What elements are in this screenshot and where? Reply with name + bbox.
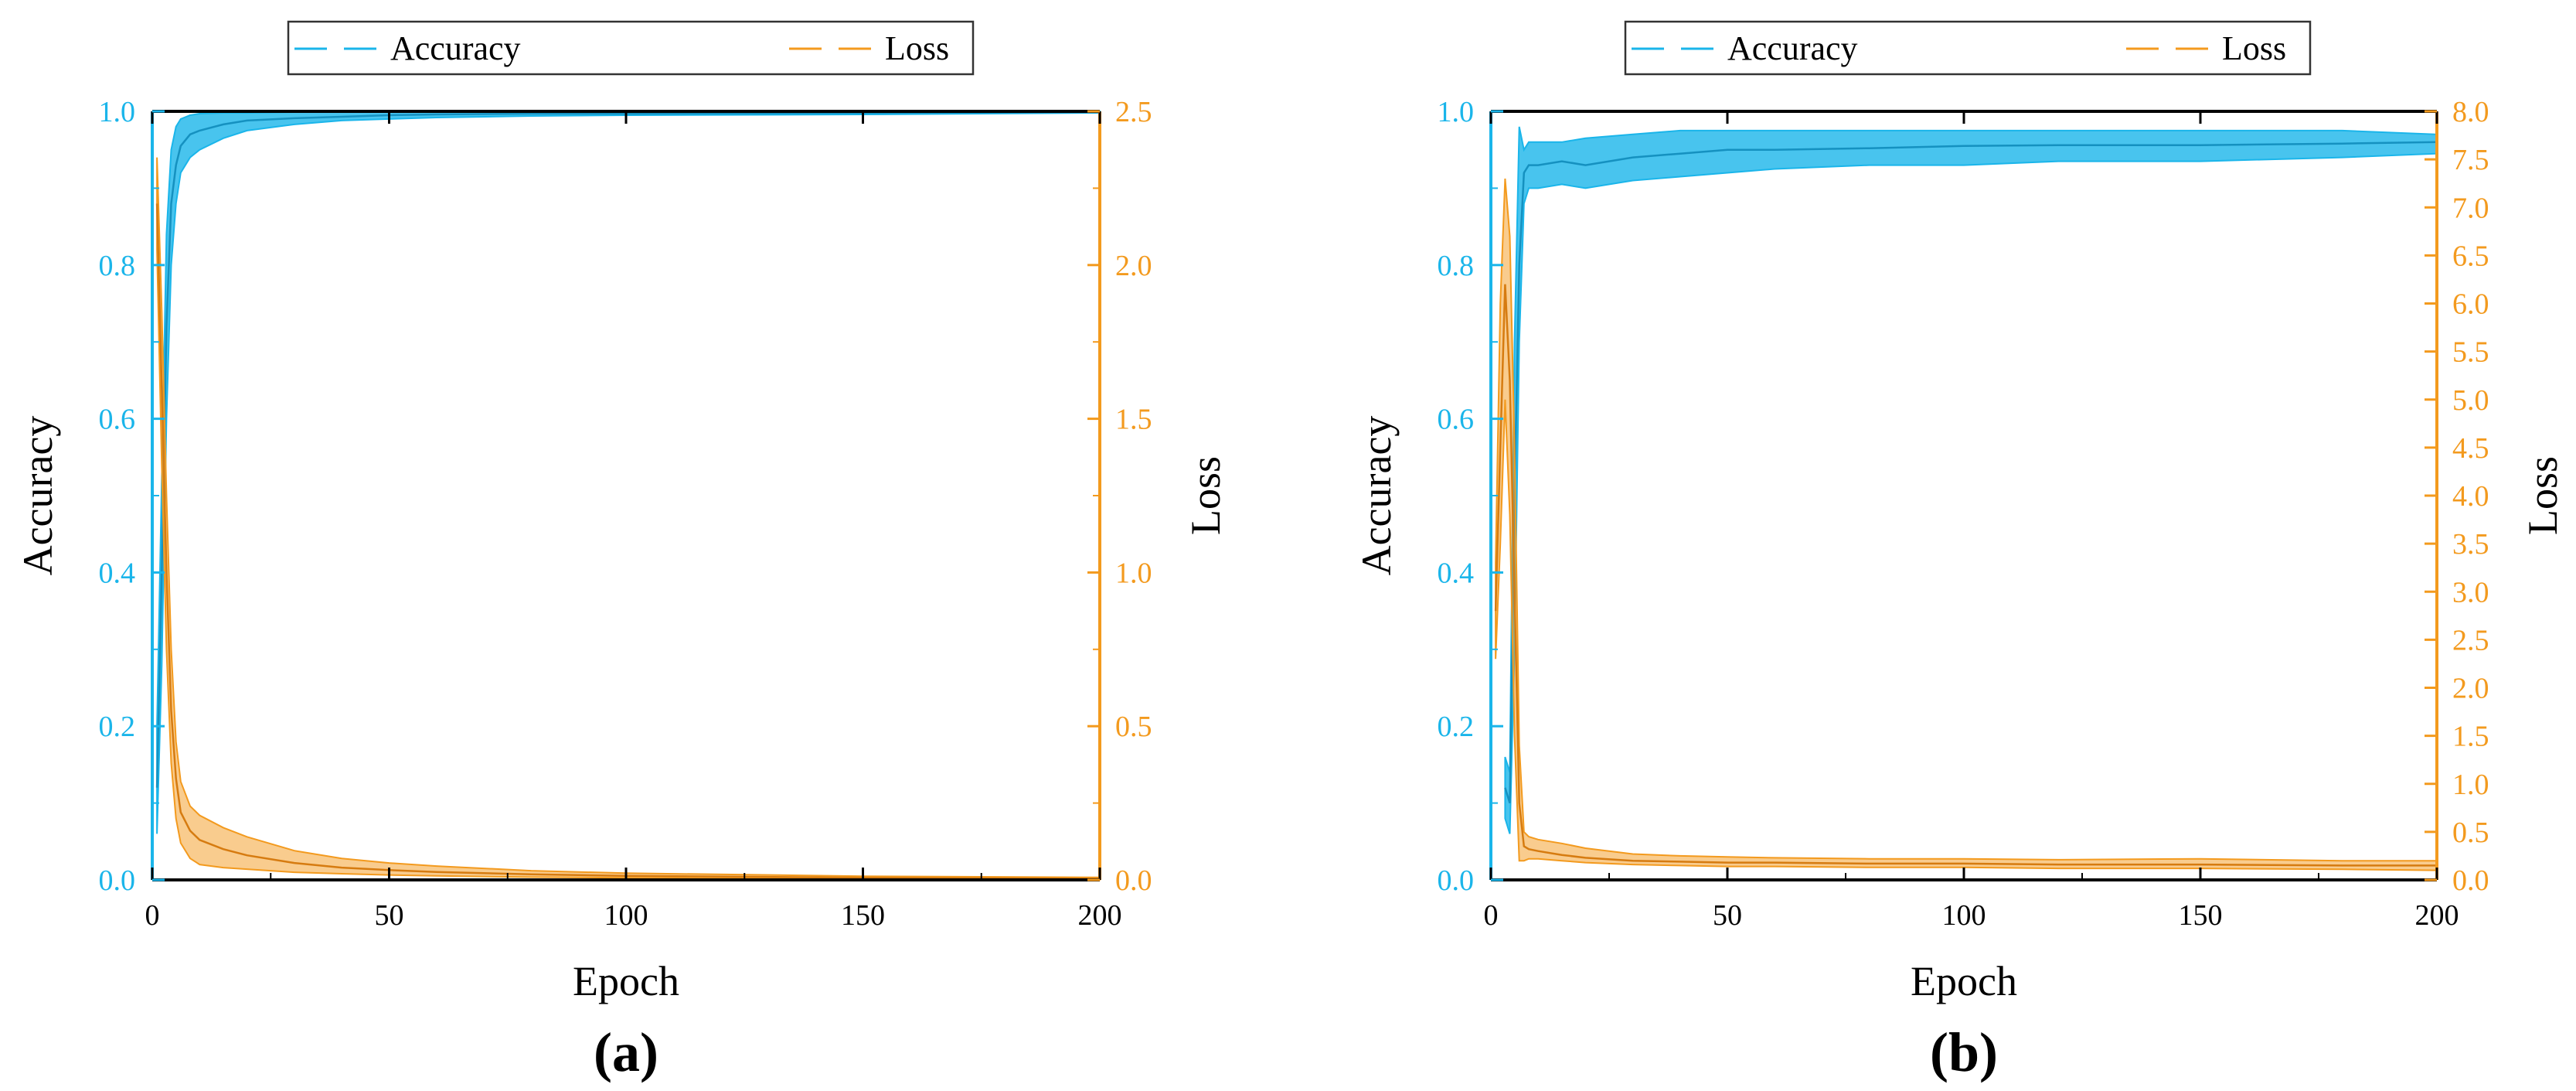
x-tick-label: 200 — [2415, 899, 2459, 932]
x-tick-label: 0 — [145, 899, 160, 932]
chart-panel-b: 0 50 100 150 2000.00.20.40.60.81.00.00.51.01… — [1353, 20, 2566, 1083]
y2-tick-label: 5.0 — [2452, 384, 2489, 417]
y2-tick-label: 7.5 — [2452, 144, 2489, 176]
legend: Accuracy Loss — [1624, 20, 2312, 76]
y2-tick-label: 0.0 — [2452, 864, 2489, 897]
y2-tick-label: 8.0 — [2452, 96, 2489, 128]
accuracy-legend-label: Accuracy — [390, 29, 521, 67]
x-tick-label: 100 — [604, 899, 648, 932]
loss-band — [156, 157, 1101, 881]
loss-legend-label: Loss — [2222, 29, 2286, 67]
y2-tick-label: 3.5 — [2452, 528, 2489, 561]
loss-mean-line — [155, 203, 1101, 880]
x-tick-label: 150 — [2179, 899, 2223, 932]
y2-tick-label: 2.0 — [1115, 250, 1152, 282]
x-tick-label: 150 — [841, 899, 885, 932]
accuracy-band — [1504, 126, 2438, 834]
y2-tick-label: 5.5 — [2452, 336, 2489, 369]
y-tick-label: 0.4 — [99, 557, 136, 589]
x-axis-title: Epoch — [1911, 958, 2017, 1004]
x-tick-label: 50 — [1713, 899, 1742, 932]
y2-tick-label: 1.0 — [2452, 769, 2489, 801]
y2-axis-title: Loss — [2520, 456, 2566, 535]
y2-tick-label: 1.0 — [1115, 557, 1152, 589]
y2-tick-label: 6.5 — [2452, 240, 2489, 272]
panel-label: (a) — [594, 1021, 658, 1083]
legend: Accuracy Loss — [287, 20, 975, 76]
y-tick-label: 0.6 — [1438, 404, 1475, 436]
x-tick-label: 50 — [375, 899, 404, 932]
y2-tick-label: 4.5 — [2452, 432, 2489, 465]
y2-tick-label: 2.5 — [1115, 96, 1152, 128]
accuracy-mean-line — [1504, 141, 2438, 803]
y2-tick-label: 4.0 — [2452, 480, 2489, 513]
y2-tick-label: 0.5 — [2452, 817, 2489, 849]
y-tick-label: 0.8 — [99, 250, 136, 282]
y-tick-label: 0.4 — [1438, 557, 1475, 589]
loss-legend-label: Loss — [885, 29, 949, 67]
panel-label: (b) — [1930, 1021, 1998, 1083]
accuracy-mean-line — [155, 111, 1101, 788]
x-tick-label: 0 — [1484, 899, 1499, 932]
y2-tick-label: 1.5 — [2452, 721, 2489, 753]
y-tick-label: 0.0 — [1438, 864, 1475, 897]
x-tick-label: 200 — [1078, 899, 1122, 932]
y-tick-label: 0.6 — [99, 404, 136, 436]
loss-band — [1495, 178, 2438, 871]
y2-tick-label: 7.0 — [2452, 192, 2489, 224]
chart-panel-a: 0 50 100 150 2000.00.20.40.60.81.00.00.51.01… — [15, 20, 1229, 1083]
y-tick-label: 0.0 — [99, 864, 136, 897]
y-axis-title: Accuracy — [1353, 416, 1400, 576]
y-tick-label: 0.8 — [1438, 250, 1475, 282]
y2-tick-label: 2.0 — [2452, 673, 2489, 705]
y2-tick-label: 6.0 — [2452, 288, 2489, 321]
accuracy-band — [156, 111, 1101, 834]
y-tick-label: 0.2 — [99, 711, 136, 743]
y2-tick-label: 2.5 — [2452, 624, 2489, 656]
y-tick-label: 1.0 — [99, 96, 136, 128]
x-axis-title: Epoch — [573, 958, 679, 1004]
y-axis-title: Accuracy — [15, 416, 61, 576]
y2-tick-label: 3.0 — [2452, 576, 2489, 609]
x-tick-label: 100 — [1942, 899, 1986, 932]
y2-tick-label: 0.5 — [1115, 711, 1152, 743]
y-tick-label: 0.2 — [1438, 711, 1475, 743]
y2-axis-title: Loss — [1183, 456, 1229, 535]
y-tick-label: 1.0 — [1438, 96, 1475, 128]
accuracy-legend-label: Accuracy — [1727, 29, 1858, 67]
loss-mean-line — [1494, 284, 2437, 867]
y2-tick-label: 1.5 — [1115, 404, 1152, 436]
y2-tick-label: 0.0 — [1115, 864, 1152, 897]
